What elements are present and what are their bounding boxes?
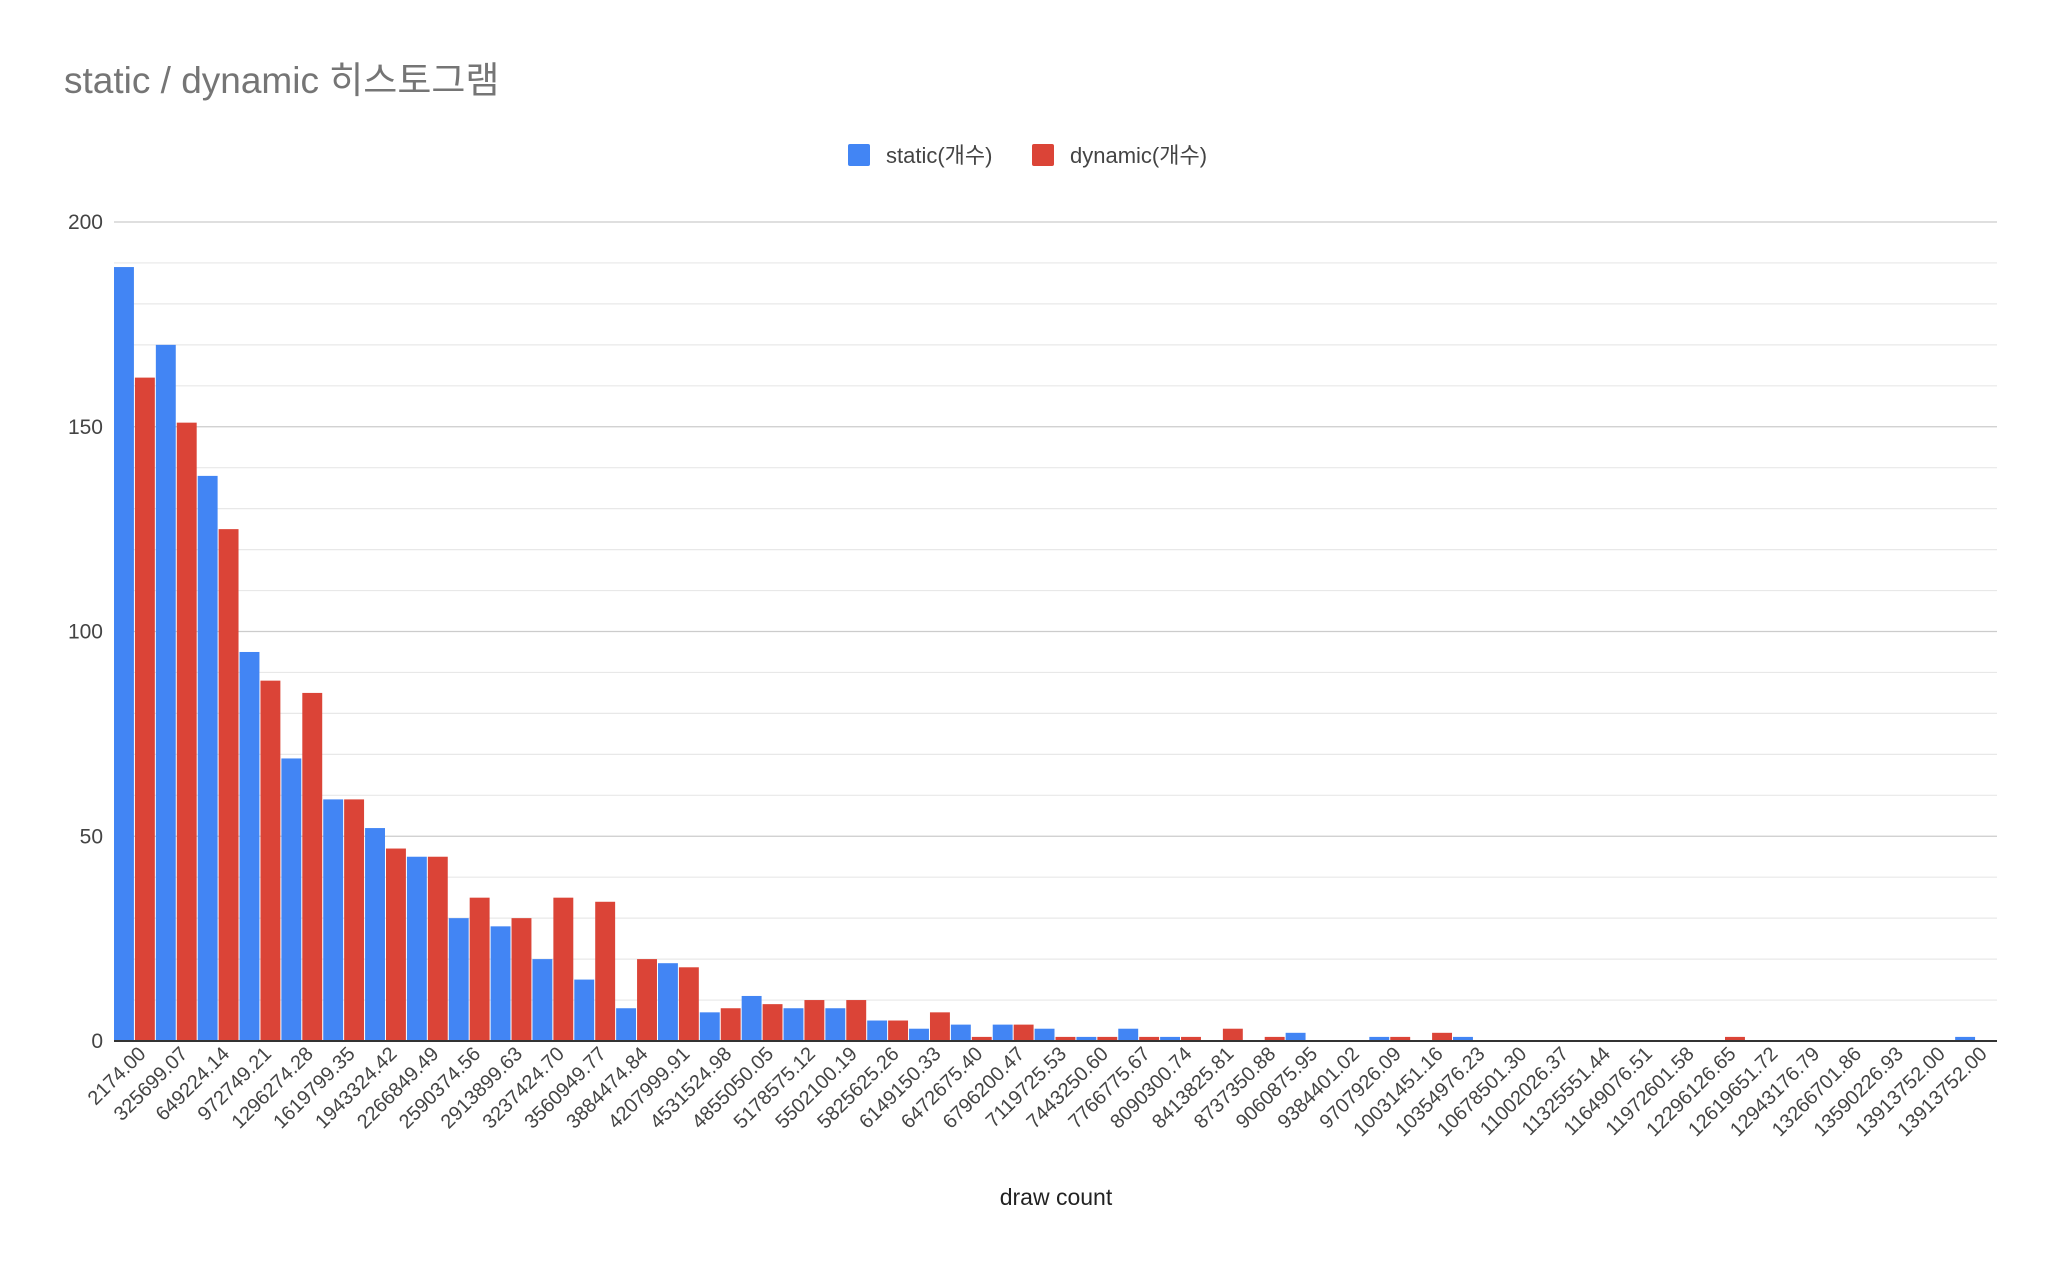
- bar-static: [1285, 1032, 1306, 1041]
- y-tick-label: 100: [68, 621, 103, 644]
- bar-dynamic: [344, 799, 365, 1041]
- bar-static: [1076, 1036, 1097, 1041]
- bar-static: [909, 1028, 929, 1041]
- bar-static: [992, 1024, 1013, 1041]
- bar-static: [114, 267, 134, 1041]
- bar-dynamic: [134, 377, 155, 1041]
- bar-dynamic: [929, 1012, 950, 1041]
- legend: static(개수) dynamic(개수): [848, 143, 1207, 168]
- bar-dynamic: [595, 901, 616, 1041]
- bar-dynamic: [1264, 1036, 1285, 1041]
- bar-dynamic: [553, 897, 574, 1041]
- chart-title: static / dynamic 히스토그램: [64, 60, 499, 101]
- bar-static: [197, 475, 218, 1041]
- legend-dynamic-swatch: [1032, 144, 1054, 166]
- bar-static: [1955, 1036, 1976, 1041]
- bar-dynamic: [1139, 1036, 1160, 1041]
- bar-static: [1118, 1028, 1139, 1041]
- bar-dynamic: [1097, 1036, 1118, 1041]
- x-axis-ticks: 2174.00325699.07649224.14972749.21129627…: [84, 1043, 1992, 1141]
- bar-dynamic: [385, 848, 406, 1041]
- y-tick-label: 50: [80, 825, 103, 848]
- y-axis-ticks: 0 50 100 150 200: [68, 211, 103, 1053]
- bar-dynamic: [1725, 1036, 1745, 1041]
- bar-dynamic: [971, 1036, 992, 1041]
- bar-dynamic: [1222, 1028, 1243, 1041]
- bar-static: [825, 1008, 846, 1041]
- bar-static: [699, 1012, 720, 1041]
- bar-static: [323, 799, 344, 1041]
- bar-dynamic: [427, 856, 448, 1041]
- bar-dynamic: [469, 897, 490, 1041]
- y-tick-label: 150: [68, 416, 103, 439]
- bar-dynamic: [1432, 1032, 1453, 1041]
- y-tick-label: 0: [91, 1030, 103, 1053]
- bars: [114, 267, 1976, 1042]
- y-tick-label: 200: [68, 211, 103, 234]
- bar-static: [281, 758, 302, 1041]
- bar-dynamic: [1181, 1036, 1201, 1041]
- bar-dynamic: [762, 1004, 783, 1041]
- x-axis-title: draw count: [1000, 1184, 1113, 1210]
- bar-dynamic: [678, 967, 699, 1041]
- bar-static: [741, 995, 762, 1041]
- legend-static-label: static(개수): [886, 143, 992, 168]
- bar-dynamic: [218, 529, 239, 1042]
- bar-dynamic: [302, 692, 323, 1041]
- bar-dynamic: [176, 422, 197, 1041]
- bar-static: [867, 1020, 888, 1041]
- bar-static: [657, 963, 678, 1041]
- bar-dynamic: [511, 918, 532, 1041]
- bar-static: [1034, 1028, 1055, 1041]
- legend-dynamic-label: dynamic(개수): [1070, 143, 1207, 168]
- bar-dynamic: [260, 680, 281, 1041]
- bar-static: [406, 856, 427, 1041]
- bar-static: [1369, 1036, 1390, 1041]
- bar-dynamic: [846, 1000, 867, 1041]
- bar-static: [783, 1008, 804, 1041]
- bar-dynamic: [1055, 1036, 1076, 1041]
- bar-dynamic: [804, 1000, 825, 1041]
- bar-static: [1160, 1036, 1181, 1041]
- bar-static: [365, 828, 385, 1041]
- bar-static: [448, 918, 469, 1041]
- bar-dynamic: [888, 1020, 909, 1041]
- bar-static: [1453, 1036, 1473, 1041]
- bar-dynamic: [637, 959, 657, 1041]
- bar-static: [155, 344, 176, 1042]
- bar-static: [574, 979, 595, 1041]
- bar-static: [239, 651, 260, 1041]
- legend-static-swatch: [848, 144, 870, 166]
- bar-dynamic: [1390, 1036, 1411, 1041]
- bar-static: [616, 1008, 637, 1041]
- bar-static: [950, 1024, 971, 1041]
- bar-static: [532, 959, 553, 1041]
- bar-dynamic: [1013, 1024, 1034, 1041]
- bar-static: [490, 926, 511, 1041]
- gridlines: [114, 221, 1997, 1001]
- bar-dynamic: [720, 1008, 741, 1041]
